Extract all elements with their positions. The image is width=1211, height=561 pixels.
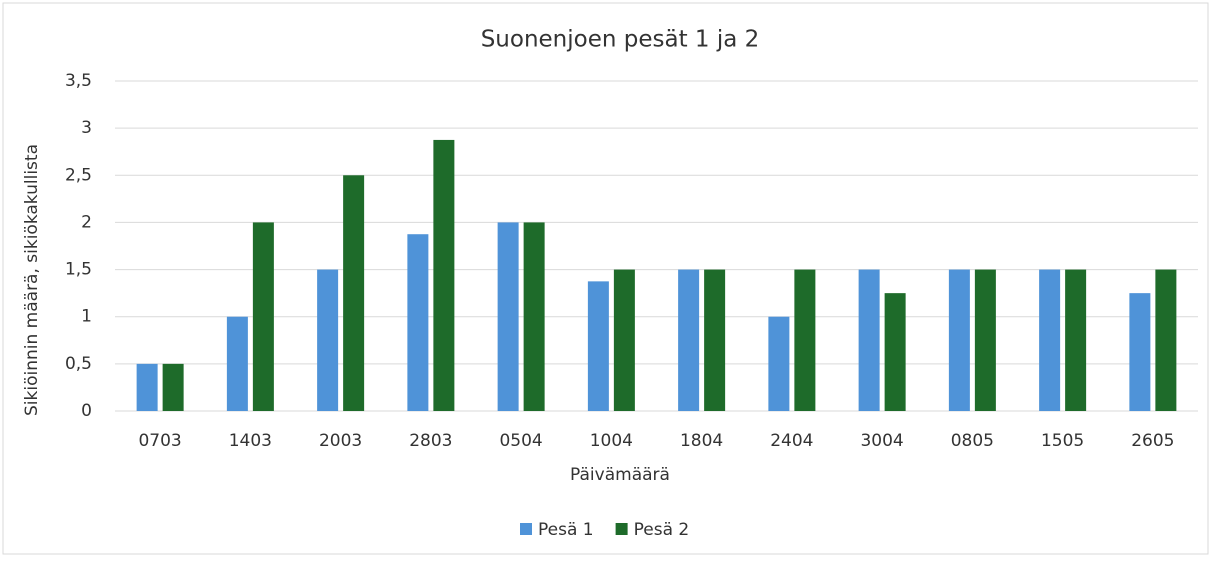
bar (678, 269, 700, 411)
x-tick-label: 1403 (229, 431, 272, 451)
x-tick-label: 2803 (409, 431, 452, 451)
bar (226, 316, 248, 411)
bar (974, 269, 996, 411)
y-tick-label: 2 (81, 212, 92, 232)
bar (252, 222, 274, 411)
x-tick-label: 2404 (770, 431, 813, 451)
y-tick-label: 0 (81, 401, 92, 421)
bar (1129, 293, 1151, 411)
bar (1065, 269, 1087, 411)
bar (136, 363, 158, 411)
chart-title: Suonenjoen pesät 1 ja 2 (481, 27, 760, 53)
legend-label: Pesä 1 (538, 520, 594, 540)
bar (794, 269, 816, 411)
bar (162, 363, 184, 411)
bar (523, 222, 545, 411)
bar (587, 281, 609, 411)
bar (884, 293, 906, 411)
bar (613, 269, 635, 411)
bar (317, 269, 339, 411)
x-tick-label: 3004 (860, 431, 903, 451)
x-axis-title: Päivämäärä (570, 465, 670, 485)
legend-swatch (520, 523, 532, 535)
bar (407, 234, 429, 411)
x-tick-label: 0805 (951, 431, 994, 451)
bar (768, 316, 790, 411)
y-tick-label: 3,5 (65, 71, 92, 91)
bar (497, 222, 519, 411)
y-tick-label: 1 (81, 307, 92, 327)
y-axis-title: Sikiöinnin määrä, sikiökakullista (22, 144, 42, 416)
y-tick-label: 1,5 (65, 260, 92, 280)
bar (1039, 269, 1061, 411)
x-tick-label: 2003 (319, 431, 362, 451)
y-tick-label: 3 (81, 118, 92, 138)
bar (704, 269, 726, 411)
y-tick-label: 2,5 (65, 165, 92, 185)
legend-swatch (615, 523, 628, 535)
bar (948, 269, 970, 411)
bar (433, 139, 455, 411)
x-tick-label: 0504 (499, 431, 542, 451)
x-tick-label: 0703 (138, 431, 181, 451)
bar (1155, 269, 1177, 411)
y-tick-label: 0,5 (65, 354, 92, 374)
legend-label: Pesä 2 (634, 520, 690, 540)
x-tick-label: 1505 (1041, 431, 1084, 451)
x-tick-label: 1004 (590, 431, 633, 451)
bar (343, 175, 365, 411)
x-tick-label: 1804 (680, 431, 723, 451)
x-tick-label: 2605 (1131, 431, 1174, 451)
bar (858, 269, 880, 411)
